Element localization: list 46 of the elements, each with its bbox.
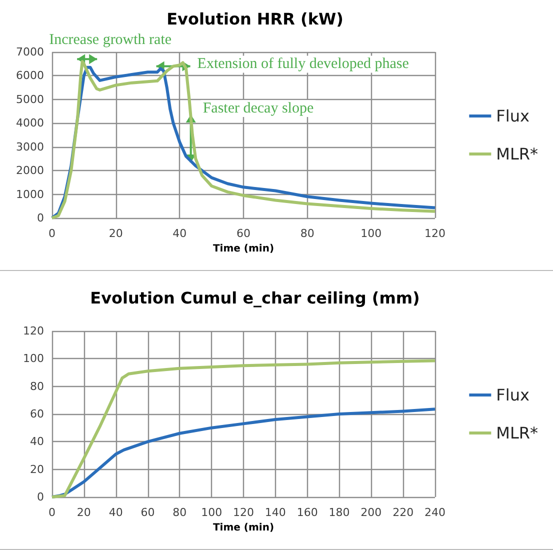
legend-label: Flux: [496, 106, 530, 126]
y-tick-label: 6000: [16, 69, 44, 82]
x-tick-label: 140: [264, 506, 286, 519]
x-tick-label: 20: [108, 227, 123, 240]
y-tick-label: 7000: [16, 46, 44, 58]
x-tick-label: 100: [201, 506, 222, 519]
y-tick-label: 100: [23, 352, 44, 366]
x-tick-label: 240: [424, 506, 446, 519]
y-tick-label: 0: [37, 490, 44, 504]
x-tick-label: 40: [172, 227, 187, 240]
x-tick-label: 60: [140, 506, 155, 519]
chart-title: Evolution HRR (kW): [166, 10, 344, 28]
x-axis-title: Time (min): [212, 522, 274, 534]
y-tick-label: 80: [30, 380, 44, 393]
x-tick-label: 0: [48, 506, 56, 519]
y-tick-label: 20: [30, 462, 44, 476]
annotation: Extension of fully developed phase: [197, 56, 410, 72]
x-tick-label: 80: [172, 506, 187, 519]
x-tick-label: 20: [76, 506, 91, 519]
y-tick-label: 120: [23, 324, 44, 338]
y-tick-label: 3000: [16, 140, 44, 154]
annotation: Increase growth rate: [49, 32, 172, 48]
legend-label: MLR*: [496, 144, 538, 164]
legend-label: MLR*: [496, 424, 538, 442]
annotation: Faster decay slope: [202, 100, 314, 117]
x-tick-label: 220: [392, 506, 414, 519]
x-tick-label: 120: [233, 506, 254, 519]
x-tick-label: 0: [48, 227, 56, 240]
x-tick-label: 160: [296, 506, 318, 519]
x-tick-label: 120: [424, 227, 446, 240]
y-tick-label: 0: [37, 212, 44, 224]
y-tick-label: 2000: [16, 164, 44, 178]
x-tick-label: 60: [236, 227, 250, 240]
x-axis-title: Time (min): [212, 244, 274, 254]
legend-label: Flux: [496, 386, 530, 404]
y-tick-label: 60: [30, 408, 44, 420]
y-tick-label: 40: [30, 435, 44, 448]
y-tick-label: 5000: [16, 92, 44, 106]
x-tick-label: 200: [360, 506, 382, 519]
y-tick-label: 4000: [16, 116, 44, 130]
x-tick-label: 80: [300, 227, 314, 240]
x-tick-label: 100: [360, 227, 382, 240]
x-tick-label: 40: [108, 506, 123, 519]
y-tick-label: 1000: [16, 188, 44, 201]
x-tick-label: 180: [328, 506, 350, 519]
chart-title: Evolution Cumul e_char ceiling (mm): [90, 288, 420, 308]
